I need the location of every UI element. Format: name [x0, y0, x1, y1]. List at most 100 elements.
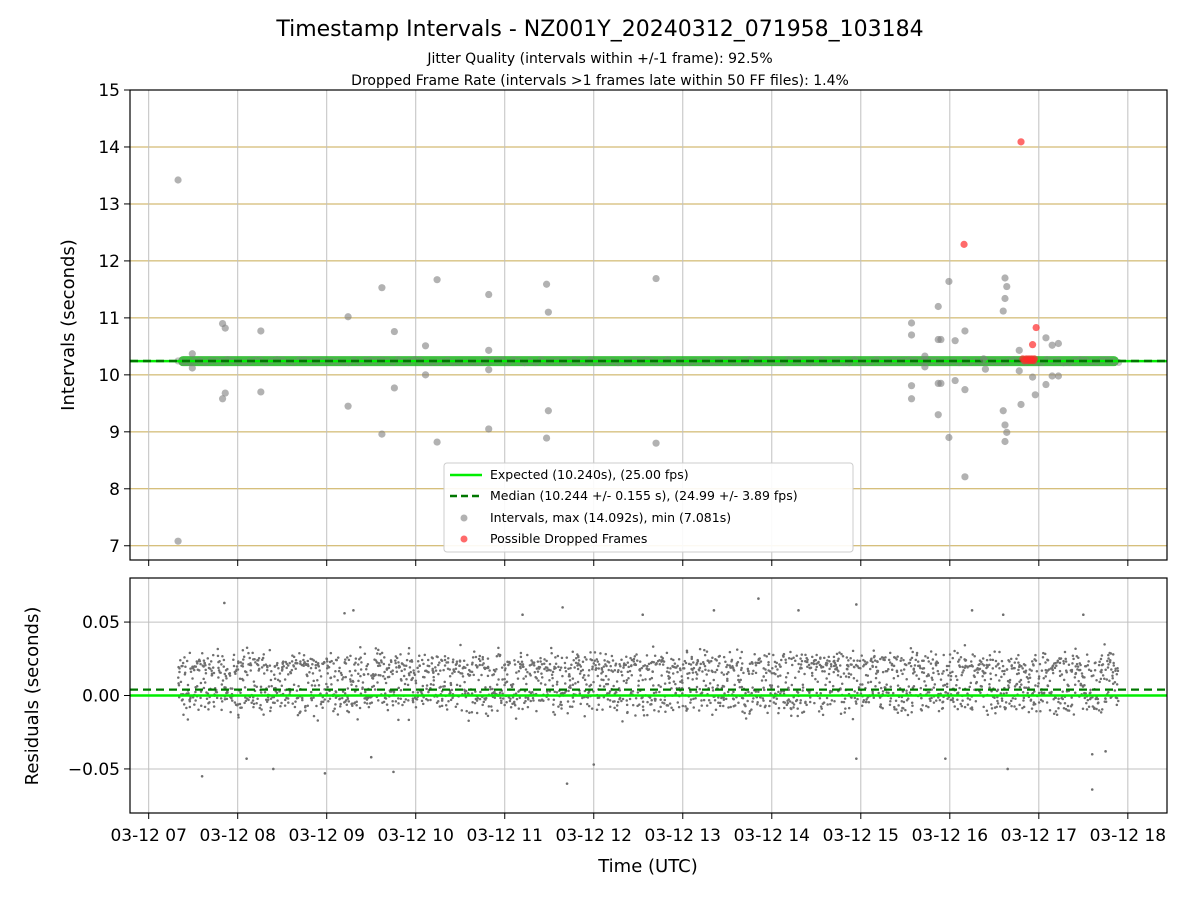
- residual-point: [501, 697, 505, 700]
- residual-point: [939, 678, 943, 681]
- residual-point: [1097, 709, 1101, 712]
- residual-point: [695, 673, 699, 676]
- residual-point: [694, 670, 698, 674]
- residual-point: [847, 672, 851, 675]
- residual-point: [703, 653, 707, 657]
- residual-point: [1052, 712, 1056, 715]
- residual-point: [672, 658, 675, 662]
- residual-point: [408, 673, 411, 677]
- residual-point: [194, 690, 197, 694]
- residual-point: [378, 664, 382, 667]
- residual-point: [436, 655, 439, 659]
- residual-point: [795, 690, 799, 693]
- residual-point: [501, 678, 504, 681]
- residual-point: [878, 681, 881, 684]
- residual-point: [1018, 680, 1021, 684]
- residual-point: [843, 711, 846, 714]
- residual-point: [618, 689, 622, 692]
- residual-point: [316, 719, 320, 722]
- residual-point: [949, 671, 952, 675]
- residual-point: [698, 666, 702, 670]
- residual-point: [1062, 707, 1066, 710]
- residual-point: [365, 702, 369, 705]
- residual-point: [199, 704, 203, 708]
- residual-point: [654, 697, 657, 701]
- residual-point: [209, 660, 213, 663]
- residual-point: [996, 702, 1000, 705]
- residual-point: [1113, 689, 1117, 692]
- interval-outlier-point: [1028, 373, 1037, 381]
- residual-point: [302, 662, 306, 665]
- residual-point: [1095, 679, 1098, 682]
- residual-point: [946, 697, 949, 700]
- residual-point: [312, 659, 316, 662]
- residual-point: [269, 706, 273, 709]
- residual-point: [310, 697, 313, 700]
- residual-point: [593, 651, 597, 654]
- residual-point: [853, 690, 856, 693]
- residual-point: [705, 704, 709, 707]
- residual-point: [595, 658, 599, 661]
- residual-point: [681, 692, 684, 695]
- residual-point: [859, 666, 862, 670]
- interval-outlier-point: [1042, 380, 1050, 389]
- residual-point: [887, 658, 891, 662]
- residual-point: [764, 671, 768, 675]
- residual-point: [397, 718, 400, 722]
- residual-point: [822, 701, 826, 704]
- residual-point: [511, 696, 515, 699]
- residual-point: [567, 667, 570, 670]
- residual-point: [1096, 697, 1100, 701]
- residual-point: [236, 703, 240, 706]
- residual-point: [427, 690, 430, 694]
- interval-outlier-point: [485, 425, 493, 433]
- residual-point: [611, 670, 615, 673]
- residual-point: [443, 655, 447, 658]
- residual-point: [648, 677, 652, 681]
- residual-point: [278, 690, 281, 693]
- residual-point: [548, 690, 552, 693]
- residual-point: [548, 662, 552, 666]
- residual-point: [843, 697, 847, 700]
- residual-point: [1008, 678, 1012, 682]
- residual-point: [797, 662, 800, 666]
- residual-point: [741, 697, 745, 700]
- residual-point: [912, 685, 916, 688]
- residual-point: [1107, 657, 1110, 660]
- residual-point: [661, 663, 665, 666]
- residual-point: [930, 688, 933, 691]
- residual-point: [466, 673, 470, 676]
- residual-point: [513, 703, 517, 707]
- residual-point: [194, 665, 198, 668]
- residual-point: [319, 675, 323, 678]
- residual-point: [523, 701, 526, 705]
- residual-point: [772, 653, 775, 657]
- residual-point: [374, 647, 378, 650]
- residual-outlier-point: [1104, 750, 1107, 753]
- residual-point: [288, 661, 291, 665]
- residual-point: [220, 683, 224, 686]
- residual-point: [1053, 666, 1057, 670]
- residual-point: [225, 677, 228, 680]
- residual-point: [551, 684, 555, 687]
- residual-point: [758, 657, 762, 660]
- interval-outlier-point: [1048, 341, 1056, 349]
- interval-outlier-point: [951, 376, 959, 385]
- interval-outlier-point: [951, 337, 959, 345]
- residual-point: [210, 673, 214, 677]
- residual-point: [463, 680, 466, 684]
- residual-point: [958, 686, 961, 690]
- residual-point: [737, 674, 740, 677]
- residual-point: [603, 659, 606, 662]
- residual-point: [1054, 696, 1057, 700]
- residual-point: [768, 699, 772, 703]
- residual-point: [1037, 691, 1041, 695]
- residual-point: [486, 674, 490, 678]
- residual-point: [638, 669, 642, 672]
- residual-point: [312, 714, 316, 718]
- residual-point: [955, 683, 958, 687]
- interval-outlier-point: [542, 280, 551, 288]
- residual-point: [1074, 671, 1078, 675]
- residual-point: [814, 658, 817, 662]
- residual-point: [565, 656, 569, 659]
